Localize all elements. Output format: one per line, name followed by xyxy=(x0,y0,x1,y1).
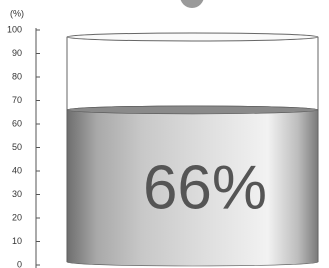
y-tick-label: 30 xyxy=(12,189,22,199)
y-tick-label: 100 xyxy=(7,24,22,34)
value-label: 66% xyxy=(143,153,267,222)
y-tick-label: 60 xyxy=(12,118,22,128)
y-tick-label: 10 xyxy=(12,236,22,246)
chart: (%) 0 10 20 30 40 50 60 70 80 90 100 66% xyxy=(0,0,329,268)
y-tick-label: 50 xyxy=(12,142,22,152)
y-tick-label: 40 xyxy=(12,165,22,175)
liquid-surface xyxy=(67,106,318,114)
y-axis-label: (%) xyxy=(10,8,24,18)
y-tick-label: 90 xyxy=(12,48,22,58)
y-tick-label: 20 xyxy=(12,212,22,222)
y-tick-label: 80 xyxy=(12,71,22,81)
y-tick-label: 70 xyxy=(12,95,22,105)
indicator-dot xyxy=(180,0,204,8)
cylinder-top xyxy=(67,33,318,41)
y-tick-label: 0 xyxy=(17,259,22,268)
